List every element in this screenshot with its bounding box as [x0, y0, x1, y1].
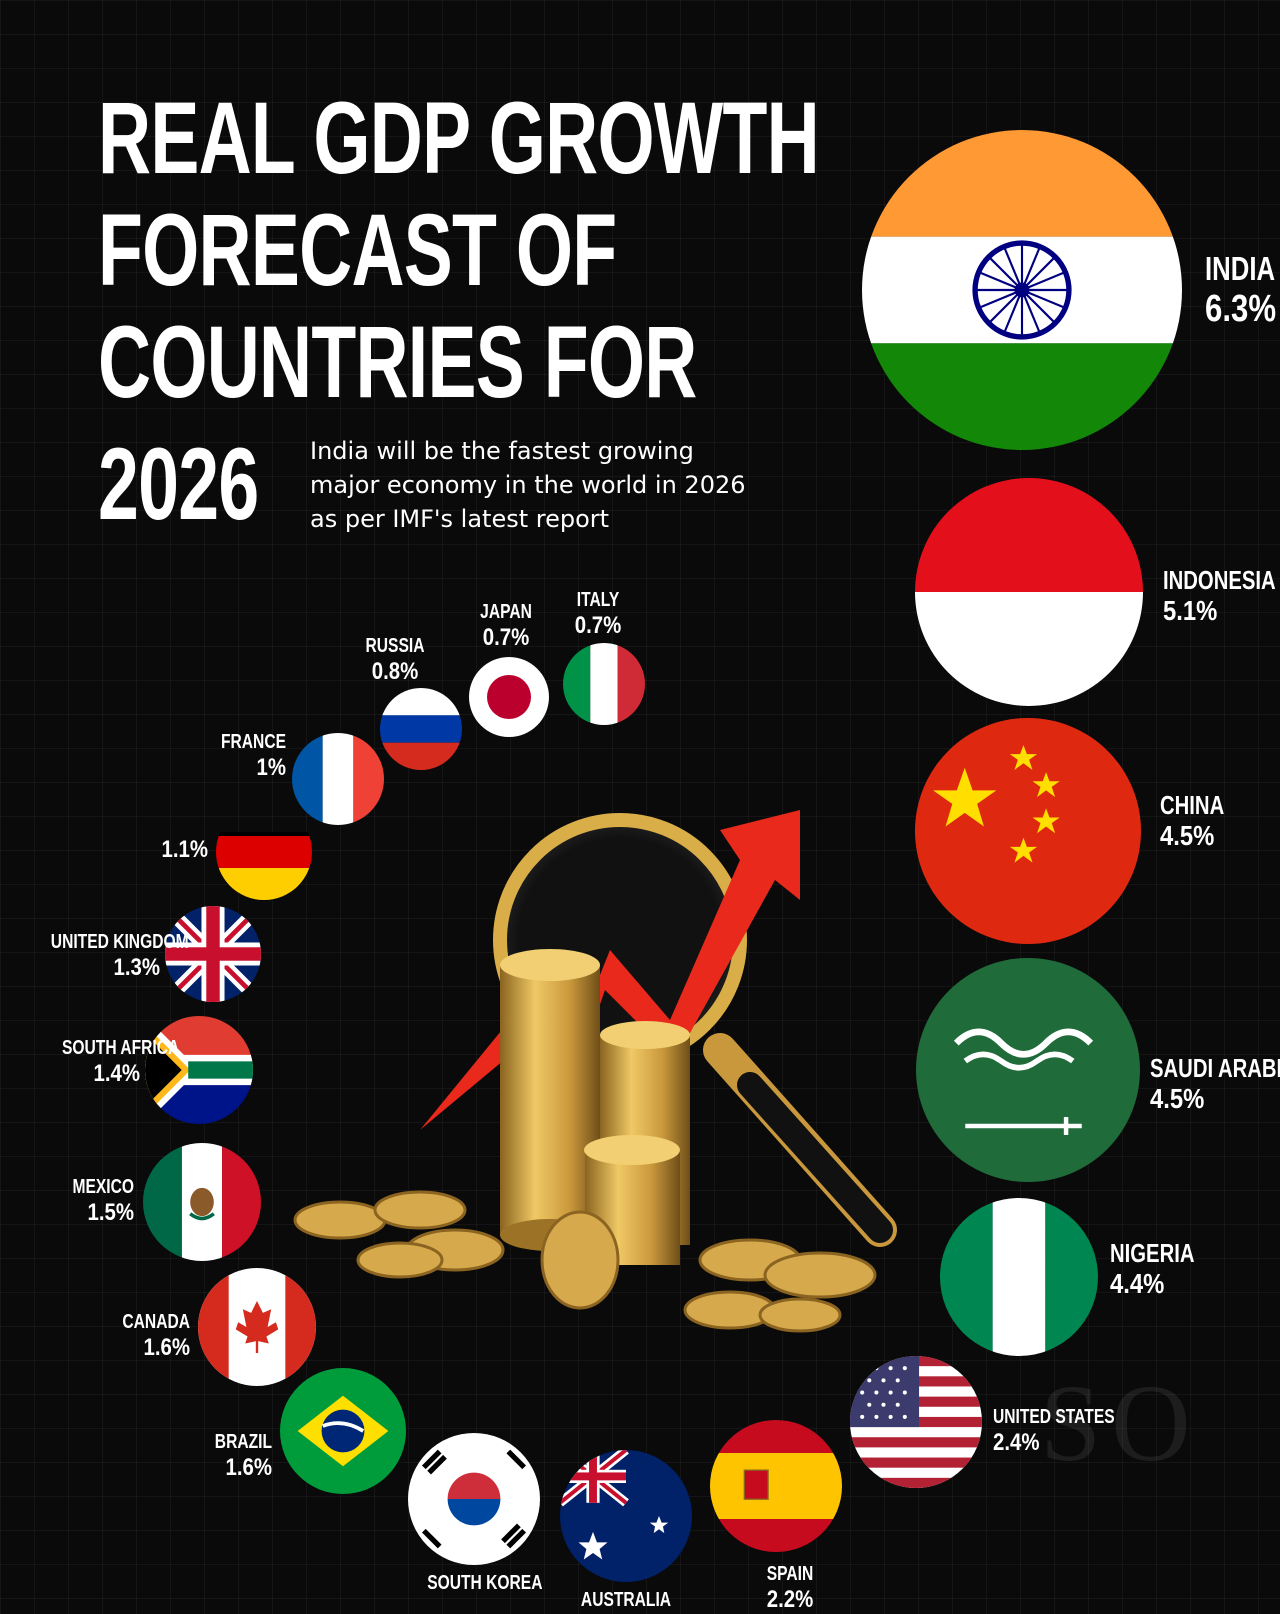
saudi-arabia-label-clip: SAUDI ARABIA 4.5%	[1150, 1053, 1280, 1143]
country-name: RUSSIA	[365, 635, 425, 657]
india-flag-icon	[862, 130, 1182, 450]
coins-growth-illustration	[293, 810, 897, 1333]
subtitle-line: major economy in the world in 2026	[310, 471, 746, 499]
country-label: AUSTRALIA	[566, 1588, 686, 1612]
indonesia-flag-icon	[915, 478, 1143, 706]
scattered-coins-icon	[293, 1190, 877, 1333]
brazil-flag-icon	[280, 1368, 406, 1494]
title-line: COUNTRIES FOR	[98, 305, 697, 419]
country-label: SPAIN 2.2%	[730, 1562, 850, 1614]
country-label: SOUTH AFRICA 1.4%	[40, 1036, 180, 1088]
country-label: NIGERIA 4.4%	[1110, 1238, 1218, 1300]
country-label: INDIA 6.3%	[1205, 250, 1280, 330]
country-value: 2.2%	[766, 1586, 814, 1613]
country-value: 2.4%	[993, 1429, 1040, 1456]
country-label: ITALY 0.7%	[548, 588, 648, 640]
country-label: RUSSIA 0.8%	[345, 634, 445, 686]
chart-title: REAL GDP GROWTH FORECAST OF COUNTRIES FO…	[98, 81, 820, 419]
country-value: 0.8%	[371, 658, 419, 685]
saudi-arabia-flag-icon	[916, 958, 1140, 1182]
country-label: FRANCE 1%	[186, 730, 286, 782]
country-value: 6.3%	[1205, 288, 1277, 330]
country-value: 4.5%	[1150, 1083, 1205, 1114]
italy-flag-icon	[563, 643, 645, 725]
country-label: SOUTH KOREA	[414, 1571, 543, 1595]
country-name: UNITED STATES	[993, 1406, 1115, 1428]
united-states-flag-icon	[850, 1356, 982, 1488]
country-value: 1.6%	[143, 1334, 190, 1361]
country-value: 1.4%	[93, 1060, 140, 1087]
country-label: UNITED KINGDOM 1.3%	[20, 930, 189, 982]
country-name: INDIA	[1205, 250, 1276, 287]
title-line: REAL GDP GROWTH	[98, 81, 820, 195]
country-value: 4.4%	[1110, 1268, 1165, 1299]
country-name: SPAIN	[766, 1563, 814, 1585]
country-value: 1.1%	[161, 836, 208, 863]
country-name: MEXICO	[72, 1176, 134, 1198]
country-label: CHINA 4.5%	[1160, 790, 1242, 852]
title-year: 2026	[98, 427, 259, 541]
germany-flag-icon	[216, 832, 312, 900]
country-name: NIGERIA	[1110, 1238, 1195, 1268]
south-korea-flag-icon	[408, 1433, 540, 1565]
watermark-text: SO	[1040, 1362, 1201, 1484]
country-label: 1.1%	[108, 836, 208, 864]
indonesia-label-clip: INDONESIA 5.1%	[1163, 565, 1280, 655]
japan-flag-icon	[469, 657, 549, 737]
country-name: AUSTRALIA	[580, 1589, 672, 1611]
country-value: 1%	[256, 754, 286, 781]
russia-flag-icon	[380, 688, 462, 770]
india-label-clip: INDIA 6.3%	[1205, 250, 1280, 350]
mexico-flag-icon	[143, 1143, 261, 1261]
subtitle-line: India will be the fastest growing	[310, 437, 694, 465]
australia-flag-icon	[560, 1450, 692, 1582]
country-value: 1.5%	[87, 1199, 134, 1226]
country-label: MEXICO 1.5%	[34, 1175, 134, 1227]
country-name: CANADA	[122, 1311, 190, 1333]
country-value: 1.3%	[113, 954, 160, 981]
country-label: INDONESIA 5.1%	[1163, 565, 1280, 627]
chart-subtitle: India will be the fastest growing major …	[310, 434, 810, 536]
country-name: FRANCE	[220, 731, 286, 753]
country-name: UNITED KINGDOM	[50, 931, 189, 953]
subtitle-line: as per IMF's latest report	[310, 505, 610, 533]
country-label: JAPAN 0.7%	[456, 600, 556, 652]
country-name: ITALY	[576, 589, 620, 611]
country-label: SAUDI ARABIA 4.5%	[1150, 1053, 1280, 1115]
country-name: CHINA	[1160, 790, 1225, 820]
country-name: SAUDI ARABIA	[1150, 1053, 1280, 1083]
country-value: 0.7%	[482, 624, 530, 651]
france-flag-icon	[292, 733, 384, 825]
title-line: FORECAST OF	[98, 193, 617, 307]
country-name: BRAZIL	[214, 1431, 272, 1453]
country-label: BRAZIL 1.6%	[172, 1430, 272, 1482]
germany-flag-clip	[216, 832, 312, 900]
country-name: JAPAN	[480, 601, 532, 623]
spain-flag-icon	[710, 1420, 842, 1552]
country-name: SOUTH KOREA	[427, 1572, 543, 1594]
canada-flag-icon	[198, 1268, 316, 1386]
country-value: 4.5%	[1160, 820, 1215, 851]
country-value: 5.1%	[1163, 595, 1218, 626]
country-label: UNITED STATES 2.4%	[993, 1405, 1149, 1457]
country-name: INDONESIA	[1163, 565, 1276, 595]
south-africa-flag-icon	[145, 1016, 253, 1124]
china-flag-icon	[915, 718, 1141, 944]
country-label: CANADA 1.6%	[90, 1310, 190, 1362]
nigeria-flag-icon	[940, 1198, 1098, 1356]
country-name: SOUTH AFRICA	[62, 1037, 180, 1059]
country-value: 1.6%	[225, 1454, 272, 1481]
united-kingdom-flag-icon	[165, 906, 261, 1002]
country-value: 0.7%	[574, 612, 622, 639]
